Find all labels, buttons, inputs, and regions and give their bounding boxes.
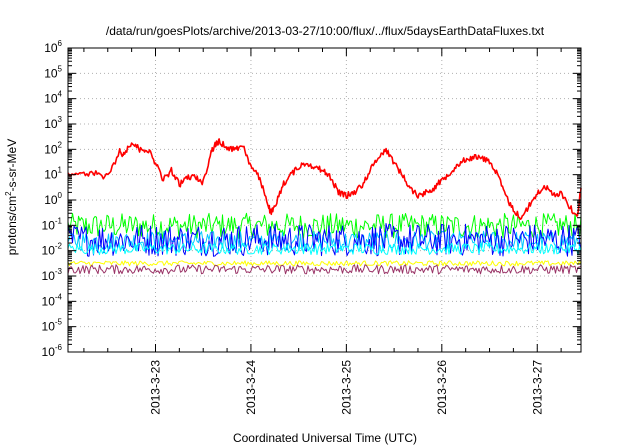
data-series-line [67,212,582,239]
y-tick-label: 10-4 [42,292,63,308]
y-tick-label: 104 [44,90,62,106]
x-tick-label: 2013-3-24 [244,360,258,415]
y-tick-label: 10-5 [42,318,63,334]
x-tick-label: 2013-3-26 [435,360,449,415]
data-series-line [67,138,582,220]
x-tick-label: 2013-3-23 [148,360,162,415]
grid [68,48,581,352]
y-tick-label: 102 [44,140,62,156]
y-tick-label: 10-6 [42,343,63,359]
y-tick-label: 10-3 [42,267,63,283]
y-tick-label: 103 [44,115,62,131]
x-axis-label: Coordinated Universal Time (UTC) [233,431,417,445]
data-series-line [67,260,582,267]
y-tick-label: 100 [44,191,62,207]
y-tick-label: 10-1 [42,216,63,232]
y-tick-label: 106 [44,39,62,55]
y-axis-label: protons/cm2-s-sr-MeV [4,139,19,255]
data-series-line [67,242,582,256]
y-tick-label: 105 [44,64,62,80]
chart-title: /data/run/goesPlots/archive/2013-03-27/1… [106,24,545,38]
x-tick-label: 2013-3-25 [339,360,353,415]
y-tick-label: 10-2 [42,242,63,258]
axes: 10-6 10-5 10-4 10-3 10-2 10-1 100 101 102 103 104 1… [42,39,581,415]
y-axis-label-base: protons/cm [5,196,19,255]
x-tick-label: 2013-3-27 [530,360,544,415]
data-series-line [67,264,582,275]
y-axis-label-exp: 2 [4,191,13,196]
y-tick-label: 101 [44,166,62,182]
y-axis-label-rest: -s-sr-MeV [5,139,19,192]
series-layer [67,138,582,275]
